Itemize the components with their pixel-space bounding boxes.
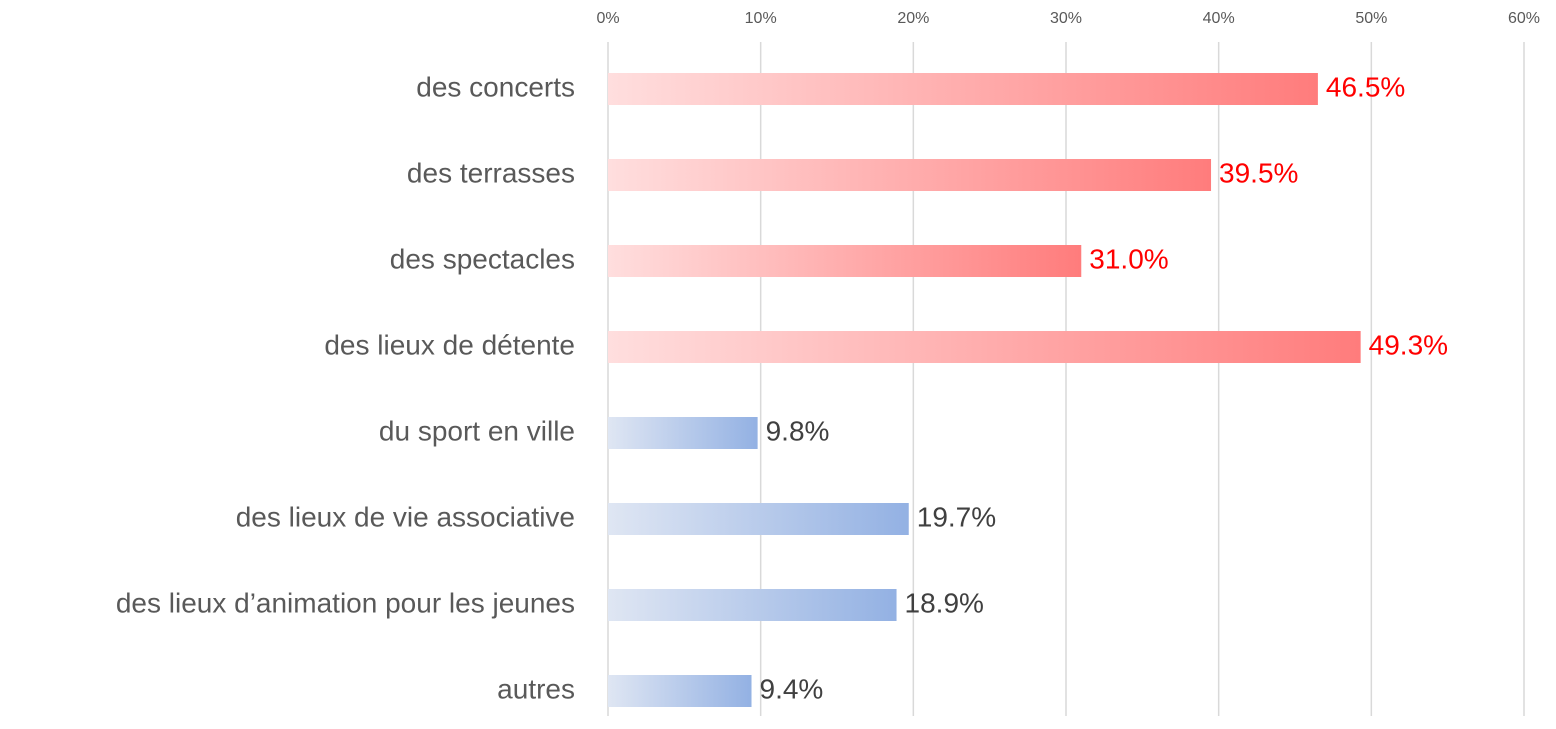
category-label: des terrasses <box>407 157 575 188</box>
bar <box>608 589 897 621</box>
value-label: 19.7% <box>917 501 996 532</box>
value-label: 49.3% <box>1369 329 1448 360</box>
category-label: des lieux de détente <box>324 329 575 360</box>
category-label: des lieux d’animation pour les jeunes <box>116 587 575 618</box>
value-label: 46.5% <box>1326 71 1405 102</box>
category-label: du sport en ville <box>379 415 575 446</box>
x-tick-label: 30% <box>1050 10 1082 27</box>
bar <box>608 503 909 535</box>
x-tick-label: 20% <box>897 10 929 27</box>
x-tick-label: 60% <box>1508 10 1540 27</box>
bar <box>608 417 758 449</box>
value-label: 18.9% <box>905 587 984 618</box>
x-tick-label: 50% <box>1355 10 1387 27</box>
category-label: des lieux de vie associative <box>236 501 575 532</box>
bar <box>608 331 1361 363</box>
bar <box>608 159 1212 191</box>
x-tick-label: 40% <box>1203 10 1235 27</box>
value-label: 31.0% <box>1089 243 1168 274</box>
value-label: 9.4% <box>760 673 824 704</box>
x-tick-label: 0% <box>596 10 619 27</box>
category-label: autres <box>497 673 575 704</box>
value-label: 9.8% <box>766 415 830 446</box>
bar <box>608 73 1318 105</box>
bar <box>608 245 1082 277</box>
bar <box>608 675 752 707</box>
x-tick-label: 10% <box>745 10 777 27</box>
value-label: 39.5% <box>1219 157 1298 188</box>
category-label: des spectacles <box>390 243 575 274</box>
category-label: des concerts <box>416 71 575 102</box>
